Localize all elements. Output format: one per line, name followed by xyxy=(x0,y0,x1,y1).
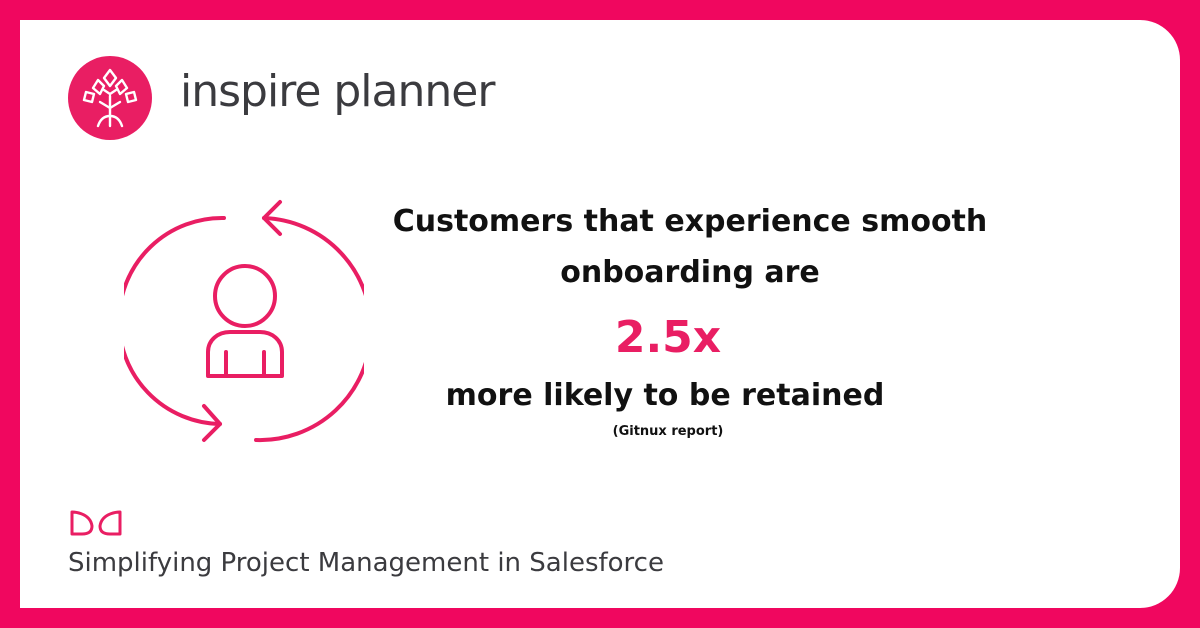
brand-name: inspire planner xyxy=(180,66,495,117)
stat-line-2: onboarding are xyxy=(560,255,820,290)
stat-value: 2.5x xyxy=(614,312,722,363)
stat-line-1: Customers that experience smooth xyxy=(392,204,988,239)
content-card: inspire planner Customers that experienc… xyxy=(20,20,1180,608)
tagline: Simplifying Project Management in Salesf… xyxy=(68,548,664,578)
user-cycle-icon xyxy=(124,200,364,443)
leaf-icon xyxy=(70,510,122,536)
stat-line-3: more likely to be retained xyxy=(445,378,885,413)
tree-logo-icon xyxy=(68,56,152,140)
stat-source: (Gitnux report) xyxy=(612,424,724,439)
